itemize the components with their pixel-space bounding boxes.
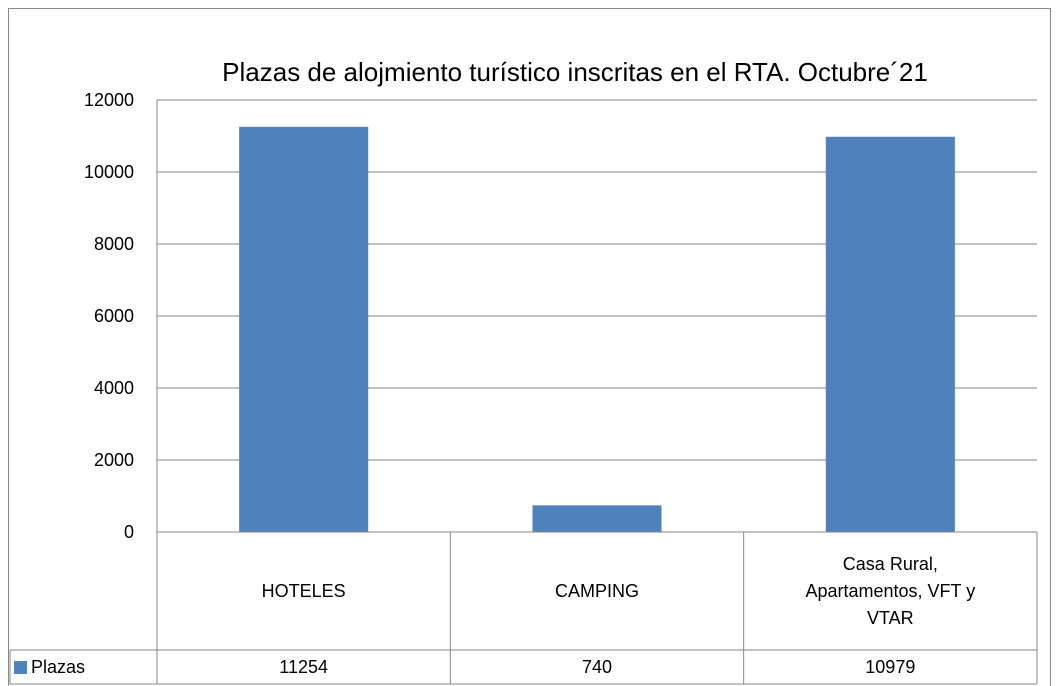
data-table-value: 740 bbox=[581, 656, 613, 677]
legend-swatch bbox=[14, 660, 27, 674]
chart-title: Plazas de alojmiento turístico inscritas… bbox=[222, 56, 928, 87]
data-table-value: 10979 bbox=[865, 656, 916, 677]
y-tick-label: 2000 bbox=[93, 449, 134, 470]
x-tick-label: Casa Rural, Apartamentos, VFT y VTAR bbox=[805, 553, 976, 628]
y-tick-label: 6000 bbox=[93, 305, 134, 326]
bar bbox=[239, 126, 369, 532]
x-tick-label: CAMPING bbox=[554, 580, 639, 601]
y-tick-label: 8000 bbox=[93, 233, 134, 254]
y-tick-label: 4000 bbox=[93, 377, 134, 398]
legend-entry: Plazas bbox=[10, 650, 157, 684]
data-table-value: 11254 bbox=[279, 656, 329, 677]
y-tick-label: 0 bbox=[123, 521, 134, 542]
y-tick-label: 10000 bbox=[83, 161, 134, 182]
bar bbox=[532, 505, 662, 532]
x-tick-label: HOTELES bbox=[261, 580, 346, 601]
legend-label: Plazas bbox=[31, 656, 86, 677]
bar bbox=[825, 136, 955, 533]
y-tick-label: 12000 bbox=[83, 89, 134, 110]
